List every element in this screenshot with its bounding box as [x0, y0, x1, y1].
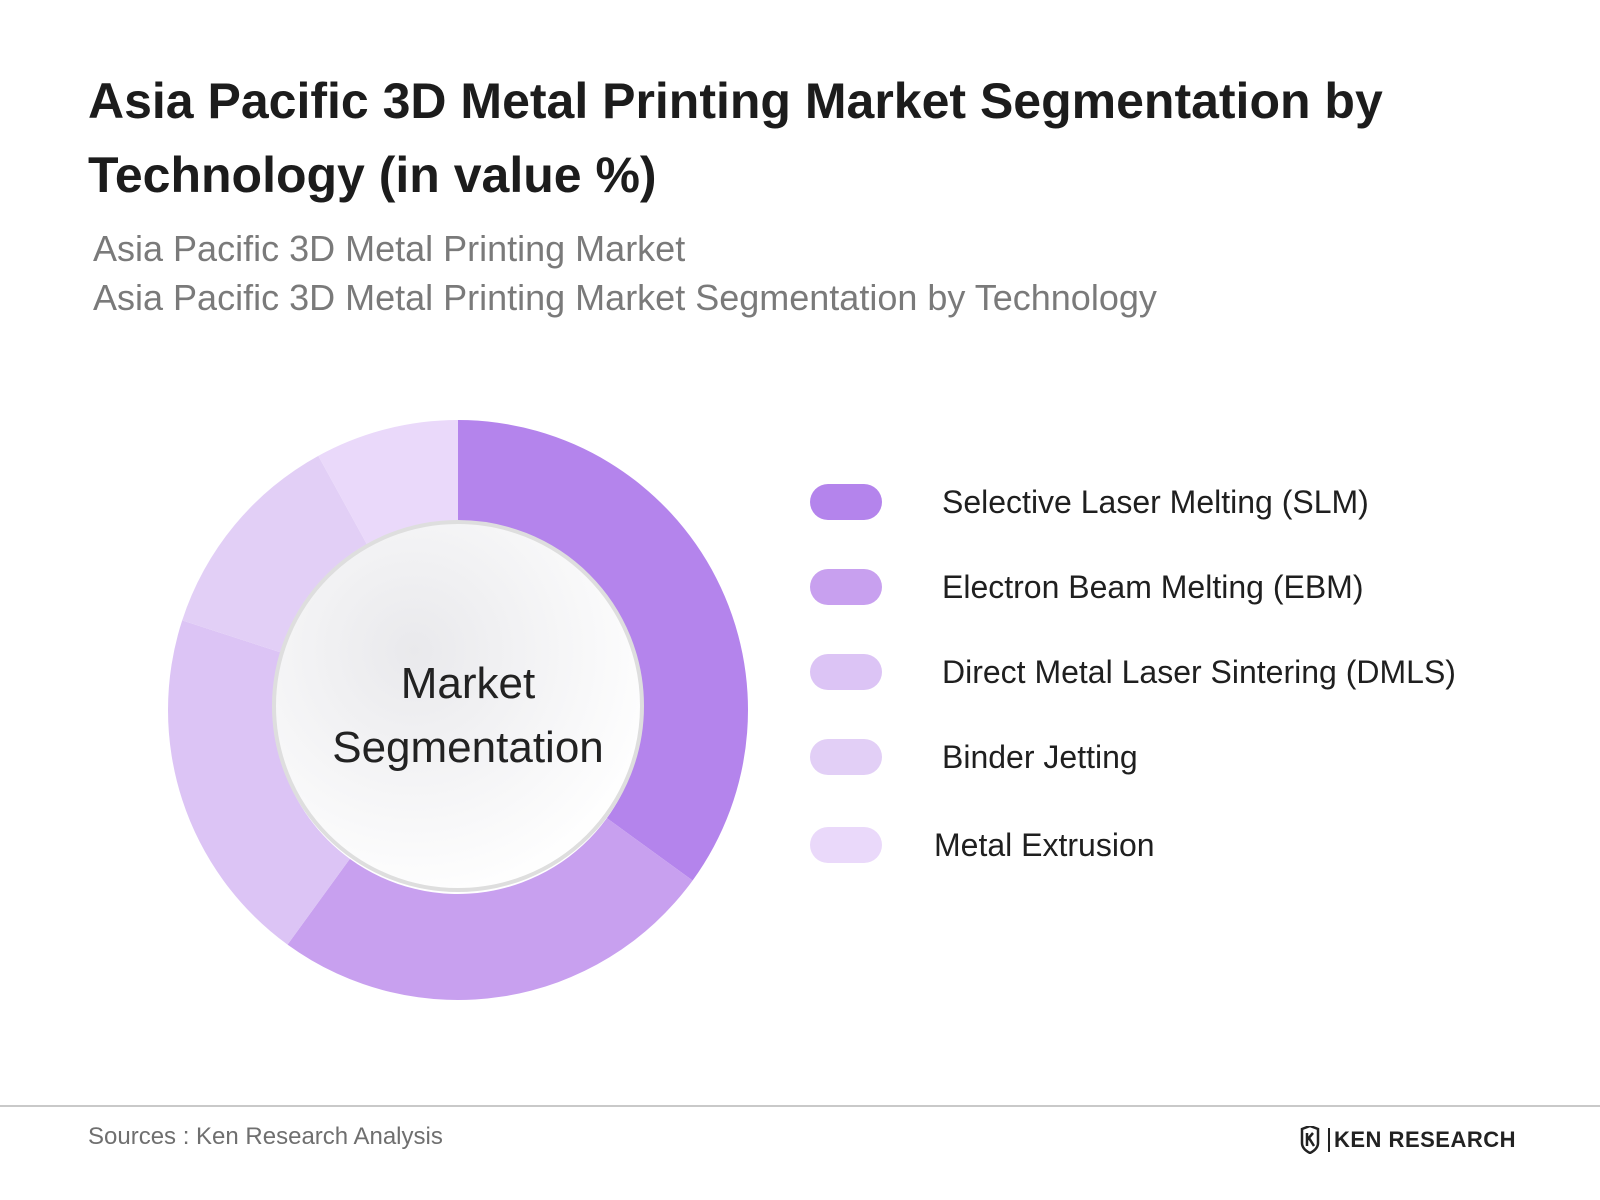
legend-swatch-binder-jetting — [810, 739, 882, 775]
ken-research-logo-icon — [1300, 1126, 1320, 1154]
legend-swatch-dmls — [810, 654, 882, 690]
center-label: Market Segmentation — [288, 652, 648, 780]
brand-logo: KEN RESEARCH — [1300, 1124, 1516, 1156]
donut-slice-metal-extrusion — [318, 420, 458, 549]
donut-slice-dmls — [168, 620, 350, 945]
legend-swatch-slm — [810, 484, 882, 520]
subtitle-market: Asia Pacific 3D Metal Printing Market — [93, 228, 686, 269]
legend-swatch-metal-extrusion — [810, 827, 882, 863]
legend-swatch-ebm — [810, 569, 882, 605]
center-label-line1: Market — [400, 659, 536, 708]
legend-label-metal-extrusion: Metal Extrusion — [934, 827, 1155, 863]
donut-slice-ebm — [287, 818, 693, 1001]
chart-title: Asia Pacific 3D Metal Printing Market Se… — [88, 73, 1383, 203]
legend-label-dmls: Direct Metal Laser Sintering (DMLS) — [942, 654, 1456, 690]
donut-center-disc — [272, 520, 644, 892]
brand-text: KEN RESEARCH — [1334, 1127, 1517, 1152]
subtitle-segmentation: Asia Pacific 3D Metal Printing Market Se… — [93, 277, 1157, 318]
footer-divider — [0, 1105, 1600, 1107]
center-label-line2: Segmentation — [332, 723, 604, 772]
source-note: Sources : Ken Research Analysis — [88, 1123, 443, 1150]
donut-slice-binder-jetting — [182, 455, 370, 654]
brand-separator — [1328, 1128, 1330, 1152]
legend-label-slm: Selective Laser Melting (SLM) — [942, 484, 1369, 520]
legend-label-ebm: Electron Beam Melting (EBM) — [942, 569, 1364, 605]
legend-label-binder-jetting: Binder Jetting — [942, 739, 1138, 775]
